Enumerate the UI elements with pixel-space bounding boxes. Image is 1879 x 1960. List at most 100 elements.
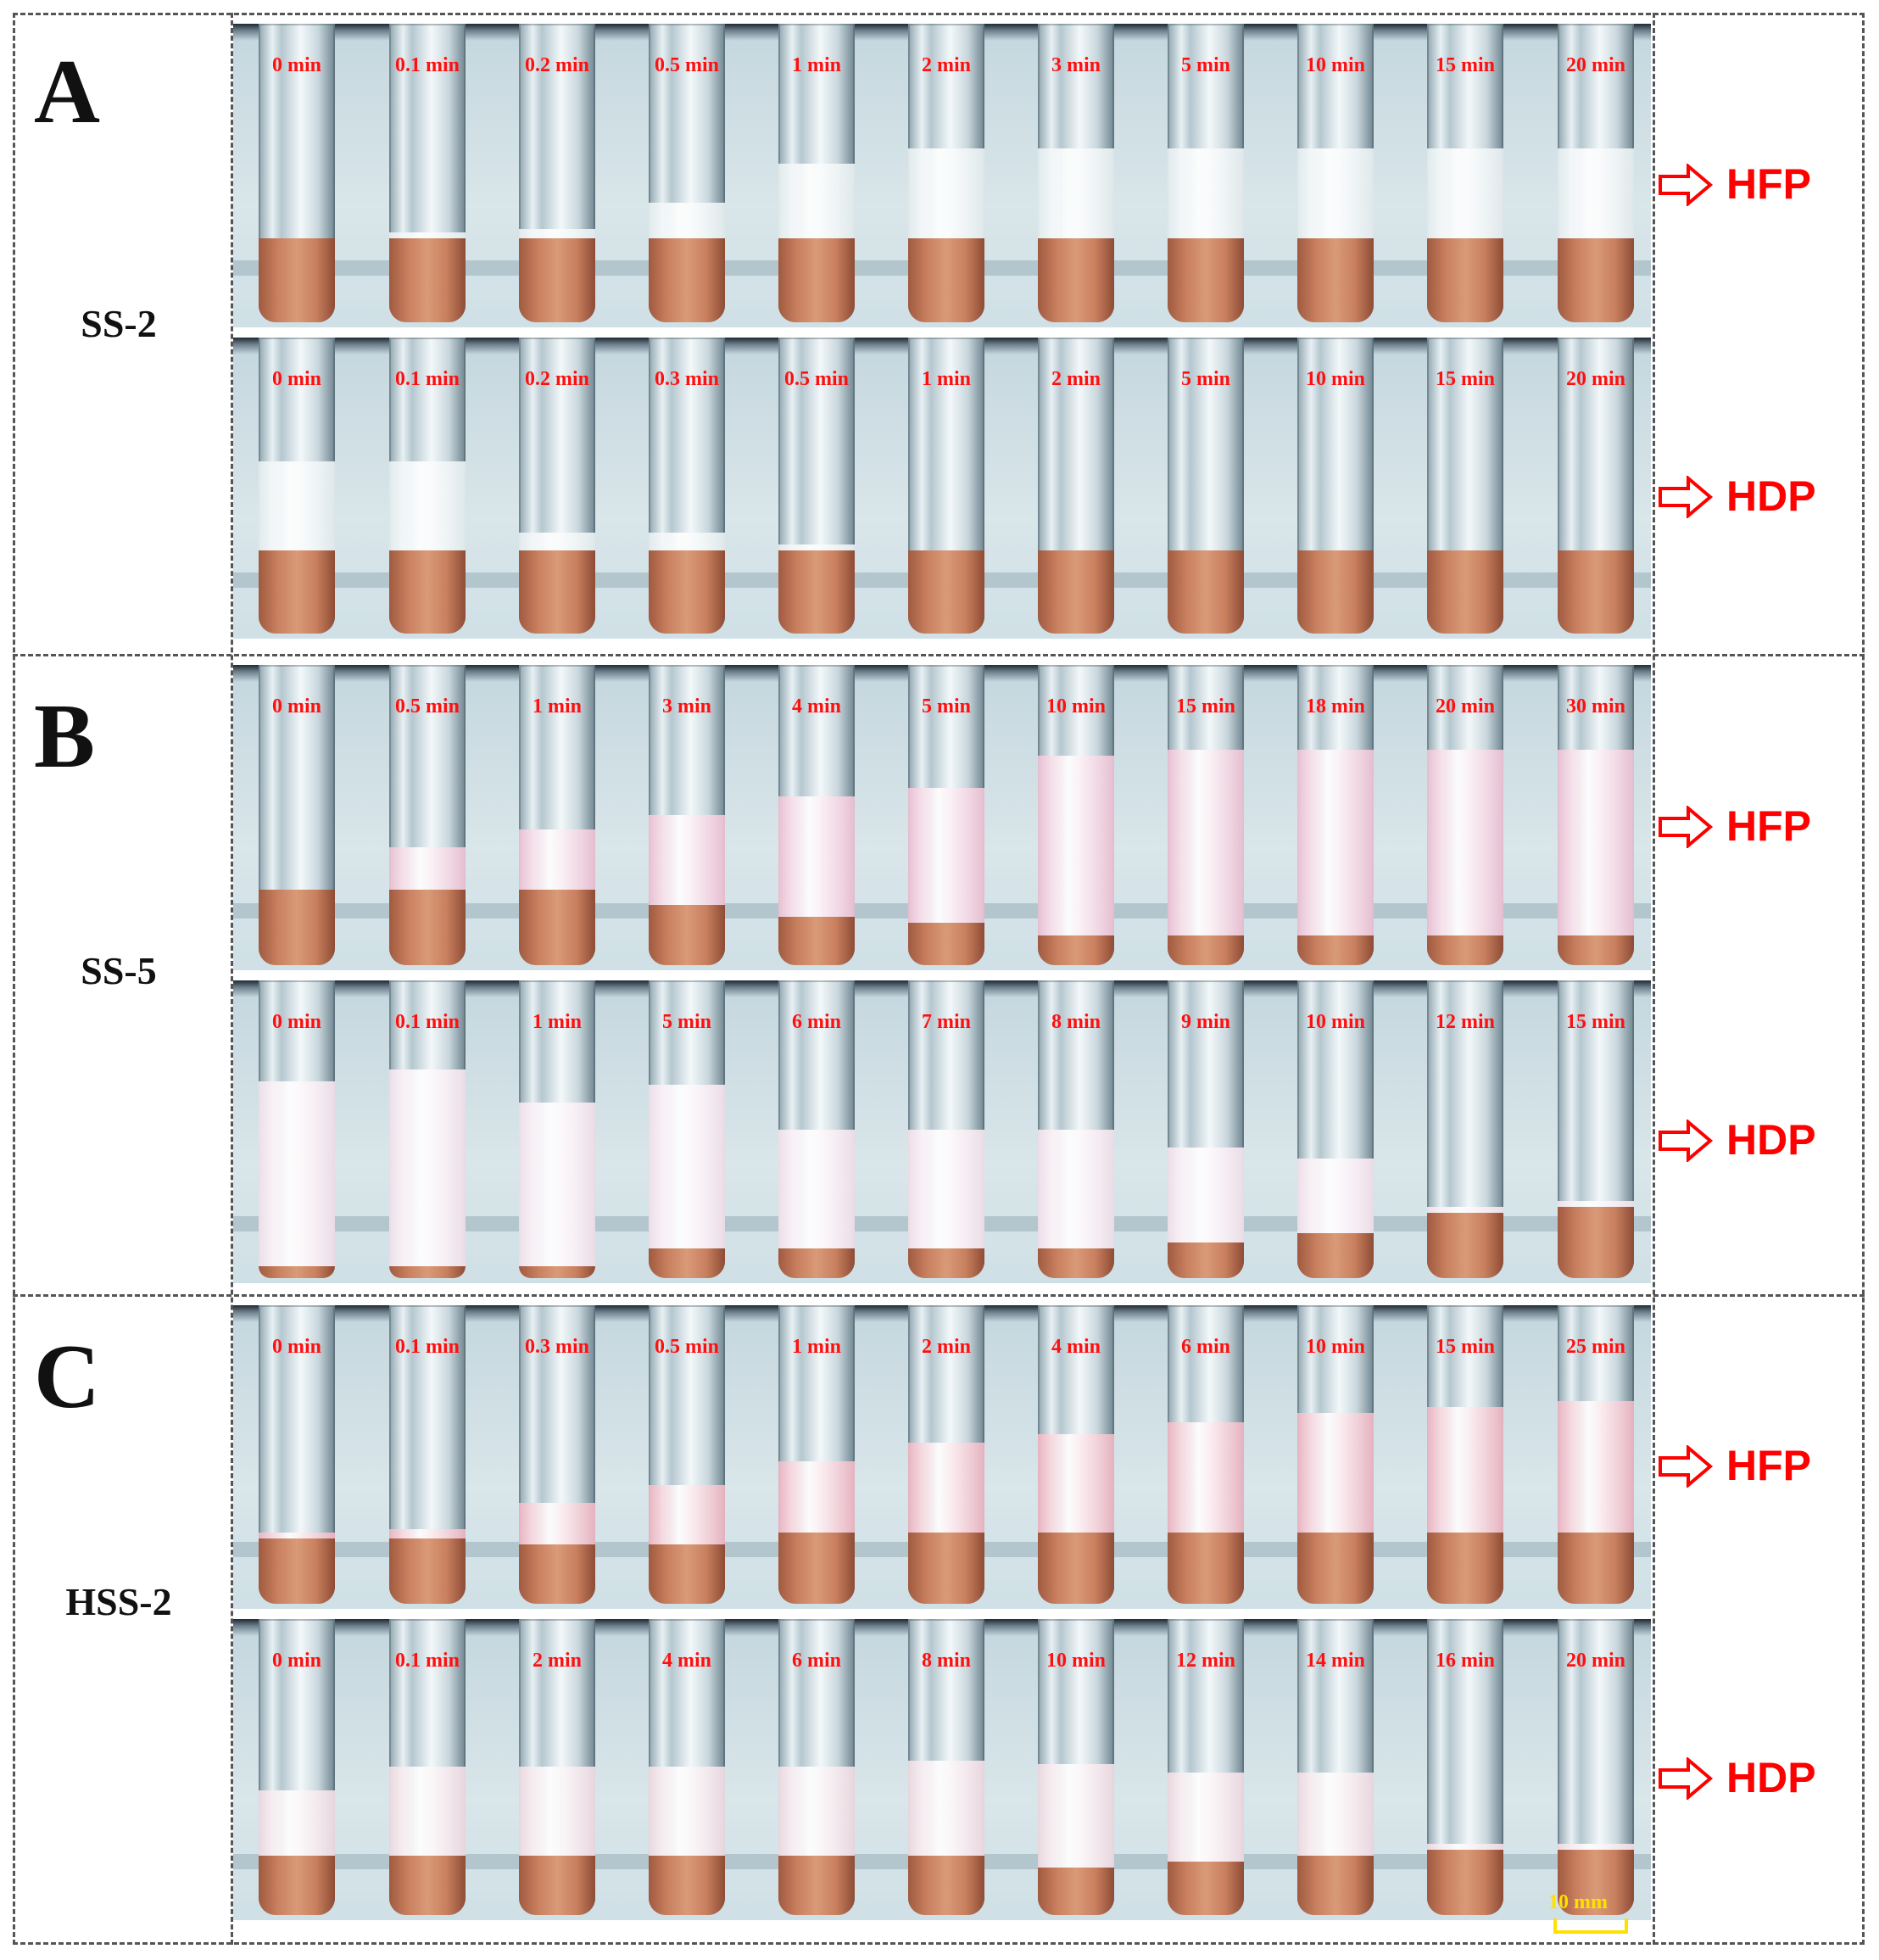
foam-column bbox=[519, 229, 595, 238]
time-label: 20 min bbox=[1565, 1650, 1625, 1672]
liquid-column bbox=[259, 1856, 335, 1915]
foam-column bbox=[649, 1485, 725, 1544]
foam-column bbox=[1427, 750, 1503, 935]
test-tube bbox=[1427, 665, 1503, 965]
liquid-column bbox=[259, 890, 335, 965]
liquid-column bbox=[1038, 1868, 1114, 1915]
time-label: 0 min bbox=[271, 54, 321, 76]
test-tube bbox=[778, 665, 855, 965]
gas-label-hfp: HFP bbox=[1726, 802, 1811, 850]
foam-column bbox=[389, 847, 466, 890]
foam-column bbox=[1168, 1773, 1244, 1862]
time-label: 25 min bbox=[1565, 1336, 1625, 1358]
time-label: 4 min bbox=[661, 1650, 711, 1672]
test-tube bbox=[1168, 665, 1244, 965]
sample-label: SS-2 bbox=[81, 302, 157, 345]
test-tube bbox=[778, 980, 855, 1278]
liquid-column bbox=[519, 1856, 595, 1915]
foam-column bbox=[259, 1790, 335, 1856]
test-tube bbox=[259, 1305, 335, 1604]
photo-strip-hfp: 0 min 0.1 min 0.3 min 0.5 min 1 min 2 min 4 mi… bbox=[233, 1305, 1651, 1609]
foam-column bbox=[649, 203, 725, 238]
foam-column bbox=[649, 533, 725, 550]
time-label: 2 min bbox=[921, 54, 971, 76]
time-label: 10 min bbox=[1305, 1011, 1365, 1033]
foam-column bbox=[1038, 756, 1114, 935]
time-label: 0 min bbox=[271, 368, 321, 390]
foam-column bbox=[389, 1529, 466, 1538]
liquid-column bbox=[1427, 1533, 1503, 1604]
test-tube bbox=[778, 1305, 855, 1604]
time-label: 30 min bbox=[1565, 695, 1625, 718]
test-tube bbox=[1038, 665, 1114, 965]
foam-column bbox=[908, 1761, 984, 1856]
liquid-column bbox=[389, 1266, 466, 1278]
test-tube bbox=[1168, 980, 1244, 1278]
time-label: 1 min bbox=[532, 1011, 582, 1033]
liquid-column bbox=[1558, 238, 1634, 322]
test-tube bbox=[259, 338, 335, 634]
test-tube bbox=[908, 24, 984, 322]
time-label: 9 min bbox=[1180, 1011, 1230, 1033]
panel-letter-a: A bbox=[34, 42, 100, 142]
foam-column bbox=[389, 1069, 466, 1266]
test-tube bbox=[1297, 980, 1374, 1278]
foam-column bbox=[1297, 1159, 1374, 1233]
test-tube bbox=[1038, 980, 1114, 1278]
test-tube bbox=[519, 665, 595, 965]
time-label: 0.3 min bbox=[524, 1336, 589, 1358]
liquid-column bbox=[259, 1538, 335, 1604]
test-tube bbox=[1168, 24, 1244, 322]
foam-column bbox=[649, 1767, 725, 1856]
test-tube bbox=[778, 338, 855, 634]
test-tube bbox=[1558, 338, 1634, 634]
foam-column bbox=[519, 1503, 595, 1544]
test-tube bbox=[389, 1305, 466, 1604]
liquid-column bbox=[519, 550, 595, 634]
foam-column bbox=[1297, 1413, 1374, 1533]
liquid-column bbox=[1427, 550, 1503, 634]
liquid-column bbox=[778, 917, 855, 965]
foam-column bbox=[519, 1103, 595, 1266]
test-tube bbox=[259, 24, 335, 322]
gas-label-hdp: HDP bbox=[1726, 472, 1816, 520]
time-label: 0.1 min bbox=[394, 1336, 460, 1358]
foam-column bbox=[1297, 148, 1374, 238]
panel-divider-bc bbox=[13, 1294, 1865, 1297]
foam-column bbox=[519, 829, 595, 890]
photo-strip-hfp: 0 min 0.5 min 1 min 3 min 4 min 5 min 10 min 15… bbox=[233, 665, 1651, 970]
panel-letter-c: C bbox=[34, 1326, 100, 1427]
test-tube bbox=[1297, 665, 1374, 965]
test-tube bbox=[908, 1619, 984, 1915]
test-tube bbox=[1558, 1305, 1634, 1604]
liquid-column bbox=[519, 1544, 595, 1604]
test-tube bbox=[259, 980, 335, 1278]
foam-column bbox=[1558, 1844, 1634, 1850]
time-label: 15 min bbox=[1565, 1011, 1625, 1033]
test-tube bbox=[778, 24, 855, 322]
foam-column bbox=[1168, 148, 1244, 238]
foam-column bbox=[908, 1443, 984, 1533]
liquid-column bbox=[1427, 1213, 1503, 1278]
test-tube bbox=[1297, 24, 1374, 322]
liquid-column bbox=[649, 1856, 725, 1915]
time-label: 0 min bbox=[271, 1011, 321, 1033]
test-tube bbox=[519, 1305, 595, 1604]
liquid-column bbox=[908, 1248, 984, 1278]
time-label: 16 min bbox=[1435, 1650, 1495, 1672]
foam-column bbox=[649, 1085, 725, 1248]
foam-column bbox=[1168, 750, 1244, 935]
figure-border bbox=[13, 13, 1865, 1945]
foam-column bbox=[389, 232, 466, 238]
time-label: 0 min bbox=[271, 1650, 321, 1672]
time-label: 1 min bbox=[921, 368, 971, 390]
liquid-column bbox=[1558, 1533, 1634, 1604]
test-tube bbox=[389, 980, 466, 1278]
foam-column bbox=[389, 461, 466, 550]
foam-column bbox=[908, 148, 984, 238]
time-label: 10 min bbox=[1305, 368, 1365, 390]
test-tube bbox=[1297, 338, 1374, 634]
foam-column bbox=[778, 544, 855, 550]
panel-letter-b: B bbox=[34, 686, 96, 787]
foam-column bbox=[778, 796, 855, 917]
